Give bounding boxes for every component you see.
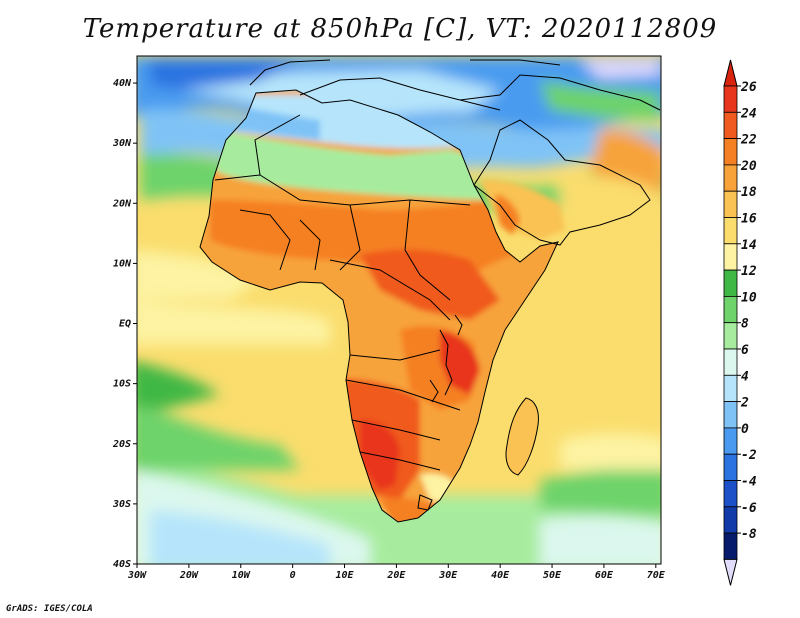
colorbar-segment: [723, 111, 738, 140]
y-axis: 40N 30N 20N 10N EQ 10S 20S 30S 40S: [112, 78, 137, 570]
x-tick-label: 60E: [595, 570, 614, 581]
colorbar-label: 4: [741, 369, 749, 384]
plot-frame: [136, 55, 662, 565]
colorbar-label: 26: [740, 80, 757, 95]
colorbar-label: 18: [741, 185, 757, 200]
x-tick-label: 10W: [232, 570, 251, 581]
grads-credit: GrADS: IGES/COLA: [6, 604, 93, 614]
x-tick-label: 40E: [491, 570, 510, 581]
x-tick-label: 10E: [335, 570, 354, 581]
temperature-field: [137, 56, 661, 564]
colorbar-segment: [723, 348, 738, 376]
y-tick-label: 30N: [112, 138, 132, 149]
colorbar-segment: [723, 506, 738, 534]
y-tick-label: 30S: [112, 499, 131, 510]
colorbar-segment: [723, 138, 738, 166]
colorbar-label: 20: [740, 159, 757, 174]
colorbar-label: 24: [740, 106, 757, 121]
colorbar-label: 10: [741, 290, 757, 305]
x-tick-label: 0: [290, 570, 296, 581]
colorbar-segment: [723, 295, 738, 324]
colorbar-segment: [723, 401, 738, 429]
colorbar-label: -6: [741, 501, 757, 516]
x-tick-label: 30E: [438, 570, 458, 581]
colorbar-segment: [723, 427, 738, 455]
colorbar-label: 12: [741, 264, 757, 279]
x-tick-label: 20W: [179, 570, 199, 581]
y-tick-label: 40S: [113, 559, 131, 570]
y-tick-label: 20N: [112, 198, 132, 209]
colorbar-segment: [723, 217, 738, 245]
x-axis: 30W 20W 10W 0 10E 20E 30E 40E 50E 60E 70E: [127, 564, 666, 581]
y-tick-label: 10S: [113, 379, 131, 390]
colorbar-over-triangle: [723, 59, 738, 87]
colorbar-segment: [723, 243, 738, 271]
colorbar-label: -8: [741, 527, 757, 542]
x-tick-label: 70E: [647, 570, 666, 581]
colorbar-label: -4: [741, 475, 757, 490]
map-title: Temperature at 850hPa [C], VT: 202011280…: [82, 14, 718, 44]
y-tick-label: 40N: [113, 78, 132, 89]
colorbar-label: 8: [741, 317, 749, 332]
colorbar-segment: [723, 164, 738, 192]
x-tick-label: 50E: [543, 570, 562, 581]
colorbar-label: 6: [741, 343, 749, 358]
colorbar-label: 16: [741, 212, 757, 227]
colorbar-segment: [723, 453, 738, 481]
colorbar-segment: [723, 190, 738, 218]
y-tick-label: 20S: [112, 439, 131, 450]
colorbar-segment: [723, 322, 738, 350]
colorbar-label: 22: [740, 133, 757, 148]
colorbar-segment: [723, 269, 738, 297]
y-tick-label: EQ: [119, 319, 131, 330]
colorbar-segment: [723, 85, 738, 113]
colorbar-segment: [723, 480, 738, 508]
colorbar-label: 2: [740, 396, 749, 411]
colorbar-segment: [723, 374, 738, 402]
x-tick-label: 20E: [386, 570, 406, 581]
coastlines: [199, 59, 661, 523]
colorbar-segment: [723, 532, 738, 560]
colorbar-under-triangle: [723, 558, 738, 586]
colorbar-label: 0: [741, 422, 749, 437]
x-tick-label: 30W: [127, 570, 147, 581]
y-tick-label: 10N: [113, 258, 132, 269]
colorbar-label: -2: [741, 448, 757, 463]
colorbar-label: 14: [741, 238, 757, 253]
